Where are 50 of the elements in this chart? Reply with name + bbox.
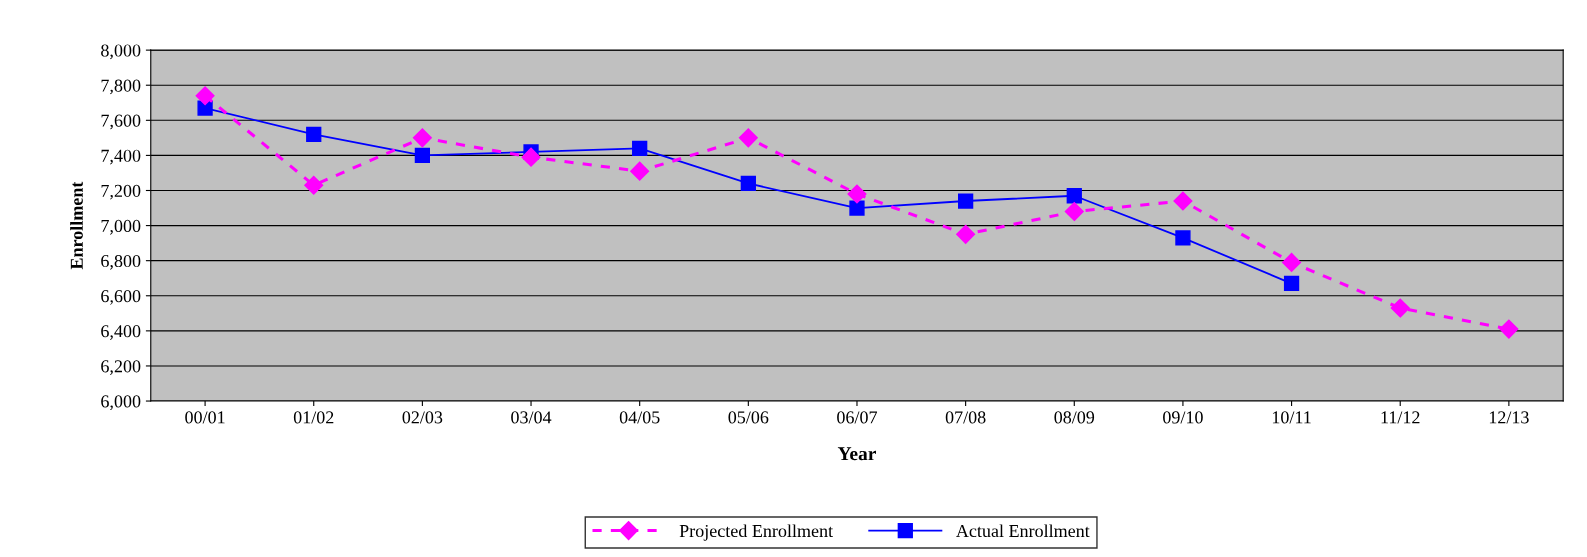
- point: [521, 147, 541, 167]
- point: [1390, 298, 1410, 318]
- y-tick-label: 6,800: [101, 254, 141, 270]
- point: [740, 175, 756, 192]
- y-tick-label: 7,800: [101, 79, 141, 95]
- y-tick-label: 7,600: [101, 114, 141, 130]
- point: [304, 175, 324, 195]
- x-tick-label: 00/01: [185, 411, 225, 424]
- y-tick-label: 6,000: [101, 395, 141, 411]
- y-tick-label: 7,200: [101, 184, 141, 200]
- y-tick-label: 6,600: [101, 290, 141, 305]
- x-tick-label: 05/06: [728, 411, 769, 424]
- point: [1064, 202, 1084, 222]
- point: [956, 224, 976, 244]
- point: [195, 86, 215, 106]
- x-tick-label: 11/12: [1381, 411, 1420, 424]
- legend-label: Actual Enrollment: [956, 524, 1090, 538]
- x-tick-label: 07/08: [945, 411, 986, 424]
- x-tick-label: 06/07: [837, 411, 878, 424]
- point: [630, 161, 650, 181]
- y-tick-label: 6,200: [101, 360, 141, 375]
- point: [1066, 188, 1082, 204]
- x-tick-label: 10/11: [1272, 411, 1311, 424]
- point: [306, 126, 322, 142]
- x-tick-label: 02/03: [402, 411, 443, 424]
- point: [412, 128, 432, 148]
- x-tick-label: 09/10: [1163, 411, 1203, 424]
- point: [1499, 319, 1519, 339]
- x-tick-label: 03/04: [511, 411, 552, 424]
- point: [847, 184, 867, 204]
- point: [1282, 252, 1302, 272]
- point: [738, 128, 758, 148]
- point: [1175, 230, 1191, 246]
- x-axis-title: Year: [837, 447, 876, 461]
- x-tick-label: 08/09: [1054, 411, 1095, 424]
- point: [1173, 191, 1193, 211]
- point: [414, 147, 431, 164]
- point: [1283, 275, 1300, 292]
- x-tick-label: 12/13: [1489, 411, 1529, 424]
- y-axis-title: Enrollment: [70, 181, 83, 270]
- point: [632, 140, 648, 157]
- point: [957, 193, 974, 209]
- point: [849, 200, 865, 216]
- y-tick-label: 8,000: [101, 44, 141, 60]
- y-tick-label: 6,400: [101, 325, 141, 340]
- x-tick-label: 01/02: [293, 411, 334, 424]
- legend-label: Projected Enrollment: [679, 524, 833, 541]
- y-tick-label: 7,400: [101, 149, 141, 165]
- x-tick-label: 04/05: [619, 411, 660, 424]
- y-tick-label: 7,000: [101, 219, 141, 235]
